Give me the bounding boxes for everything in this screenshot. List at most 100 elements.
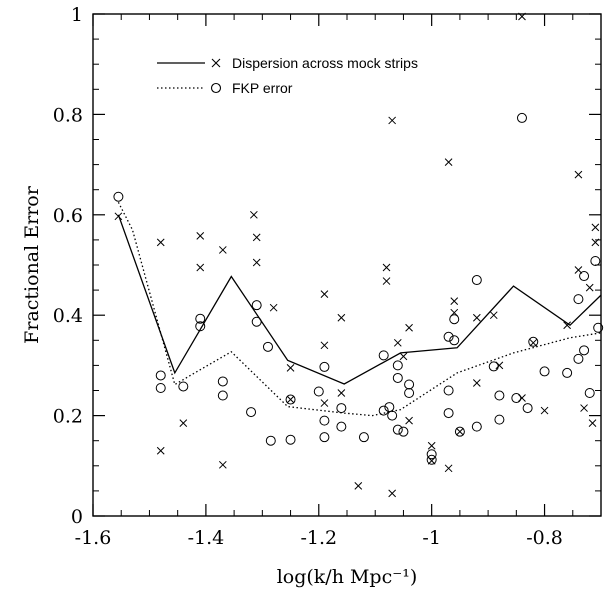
legend: Dispersion across mock strips FKP error	[157, 55, 418, 96]
dispersion-x-marker	[286, 364, 295, 372]
dispersion-x-marker	[196, 232, 205, 240]
fkp-o-marker	[579, 271, 590, 282]
fkp-o-marker	[443, 331, 454, 342]
dispersion-x-marker	[405, 416, 413, 425]
dispersion-x-marker	[252, 233, 261, 242]
dispersion-x-marker	[179, 419, 188, 427]
fkp-o-marker	[313, 386, 324, 397]
dispersion-x-marker	[529, 338, 538, 347]
fkp-o-marker	[573, 294, 584, 305]
fkp-o-marker	[319, 432, 330, 443]
fkp-o-marker	[443, 385, 454, 396]
fkp-o-marker	[336, 403, 347, 414]
y-tick-label: 0.4	[53, 305, 83, 327]
dispersion-x-marker	[489, 311, 498, 320]
fkp-o-marker	[584, 388, 595, 399]
y-tick-label: 1	[71, 4, 83, 26]
legend-x-marker	[211, 58, 221, 68]
fkp-o-marker	[404, 379, 415, 390]
dispersion-x-marker	[354, 482, 363, 490]
legend-label-dispersion: Dispersion across mock strips	[232, 55, 418, 71]
x-axis-label: log(k/h Mpc⁻¹)	[277, 566, 418, 588]
fkp-o-marker	[494, 390, 505, 401]
y-tick-labels: 0 0.2 0.4 0.6 0.8 1	[53, 4, 83, 528]
dispersion-x-marker	[405, 323, 413, 332]
fkp-o-marker	[285, 394, 296, 405]
fkp-o-marker	[590, 255, 601, 266]
dispersion-x-marker	[320, 341, 329, 350]
dispersion-x-marker	[382, 263, 391, 272]
legend-label-fkp: FKP error	[232, 80, 293, 96]
fkp-o-marker	[319, 361, 330, 372]
fkp-o-marker	[426, 454, 437, 465]
dispersion-x-marker	[518, 394, 526, 402]
fkp-o-marker	[511, 393, 522, 404]
dispersion-x-marker	[337, 389, 346, 397]
dispersion-x-marker	[580, 404, 588, 412]
fkp-o-marker	[488, 361, 499, 372]
dispersion-x-marker	[114, 212, 123, 221]
plot-frame	[92, 13, 602, 517]
fkp-o-marker	[285, 434, 296, 445]
fkp-o-marker	[522, 403, 533, 414]
x-tick-label: -1.4	[188, 527, 225, 549]
x-tick-labels: -1.6 -1.4 -1.2 -1 -0.8	[75, 527, 563, 549]
fkp-o-marker	[262, 341, 273, 352]
dispersion-x-marker	[320, 290, 329, 298]
dispersion-x-marker	[450, 297, 459, 305]
dispersion-x-marker	[156, 238, 165, 247]
fkp-error-line	[117, 202, 602, 417]
fkp-o-marker	[246, 407, 257, 418]
fkp-o-marker	[251, 300, 262, 311]
fkp-o-marker	[398, 426, 409, 437]
fkp-o-marker	[195, 313, 206, 324]
dispersion-x-marker	[444, 158, 453, 166]
fkp-o-marker	[449, 335, 460, 346]
fkp-o-marker	[539, 366, 550, 377]
dispersion-x-marker	[382, 277, 391, 285]
fkp-o-marker	[392, 372, 403, 383]
fkp-o-marker	[449, 314, 460, 325]
fkp-o-marker	[471, 275, 482, 286]
dispersion-x-marker	[456, 427, 464, 436]
dispersion-x-marker	[269, 303, 278, 312]
fkp-o-marker	[251, 316, 262, 327]
fkp-o-marker	[195, 321, 206, 332]
dispersion-x-marker	[444, 464, 453, 473]
x-tick-label: -1.2	[300, 527, 337, 549]
fkp-o-marker	[113, 191, 124, 202]
fkp-o-marker	[426, 449, 437, 460]
dispersion-line	[117, 214, 602, 385]
fkp-o-marker	[378, 350, 389, 361]
fkp-o-marker	[471, 421, 482, 432]
axis-ticks	[92, 13, 602, 517]
dispersion-x-marker	[218, 246, 227, 254]
fkp-o-marker	[516, 112, 527, 123]
dispersion-x-marker	[472, 313, 481, 322]
fkp-o-marker	[387, 410, 398, 421]
dispersion-x-marker	[320, 399, 329, 407]
dispersion-x-marker	[574, 170, 583, 179]
x-tick-label: -0.8	[526, 527, 563, 549]
legend-o-marker	[210, 82, 222, 94]
dispersion-x-marker	[540, 406, 549, 415]
dispersion-x-marker	[399, 352, 408, 361]
fkp-o-marker	[155, 370, 166, 381]
data-layer	[113, 12, 604, 498]
dispersion-x-marker	[250, 210, 258, 219]
y-axis-label: Fractional Error	[21, 185, 43, 344]
dispersion-x-marker	[156, 446, 165, 455]
y-tick-label: 0.2	[53, 406, 83, 428]
dispersion-x-marker	[585, 283, 594, 292]
fkp-o-marker	[378, 405, 389, 416]
fkp-o-marker	[155, 382, 166, 393]
fkp-o-marker	[178, 381, 189, 392]
fkp-o-marker	[593, 322, 604, 333]
dispersion-x-marker	[388, 116, 397, 125]
dispersion-x-marker	[196, 263, 205, 272]
fkp-o-marker	[528, 336, 539, 347]
fkp-o-marker	[579, 345, 590, 356]
fkp-o-marker	[319, 415, 330, 426]
dispersion-x-marker	[286, 395, 295, 404]
fkp-o-marker	[217, 376, 228, 387]
